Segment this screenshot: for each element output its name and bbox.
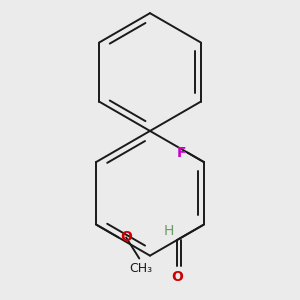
- Text: CH₃: CH₃: [130, 262, 153, 275]
- Text: O: O: [171, 269, 183, 284]
- Text: H: H: [163, 224, 173, 239]
- Text: F: F: [176, 146, 186, 160]
- Text: O: O: [120, 230, 132, 244]
